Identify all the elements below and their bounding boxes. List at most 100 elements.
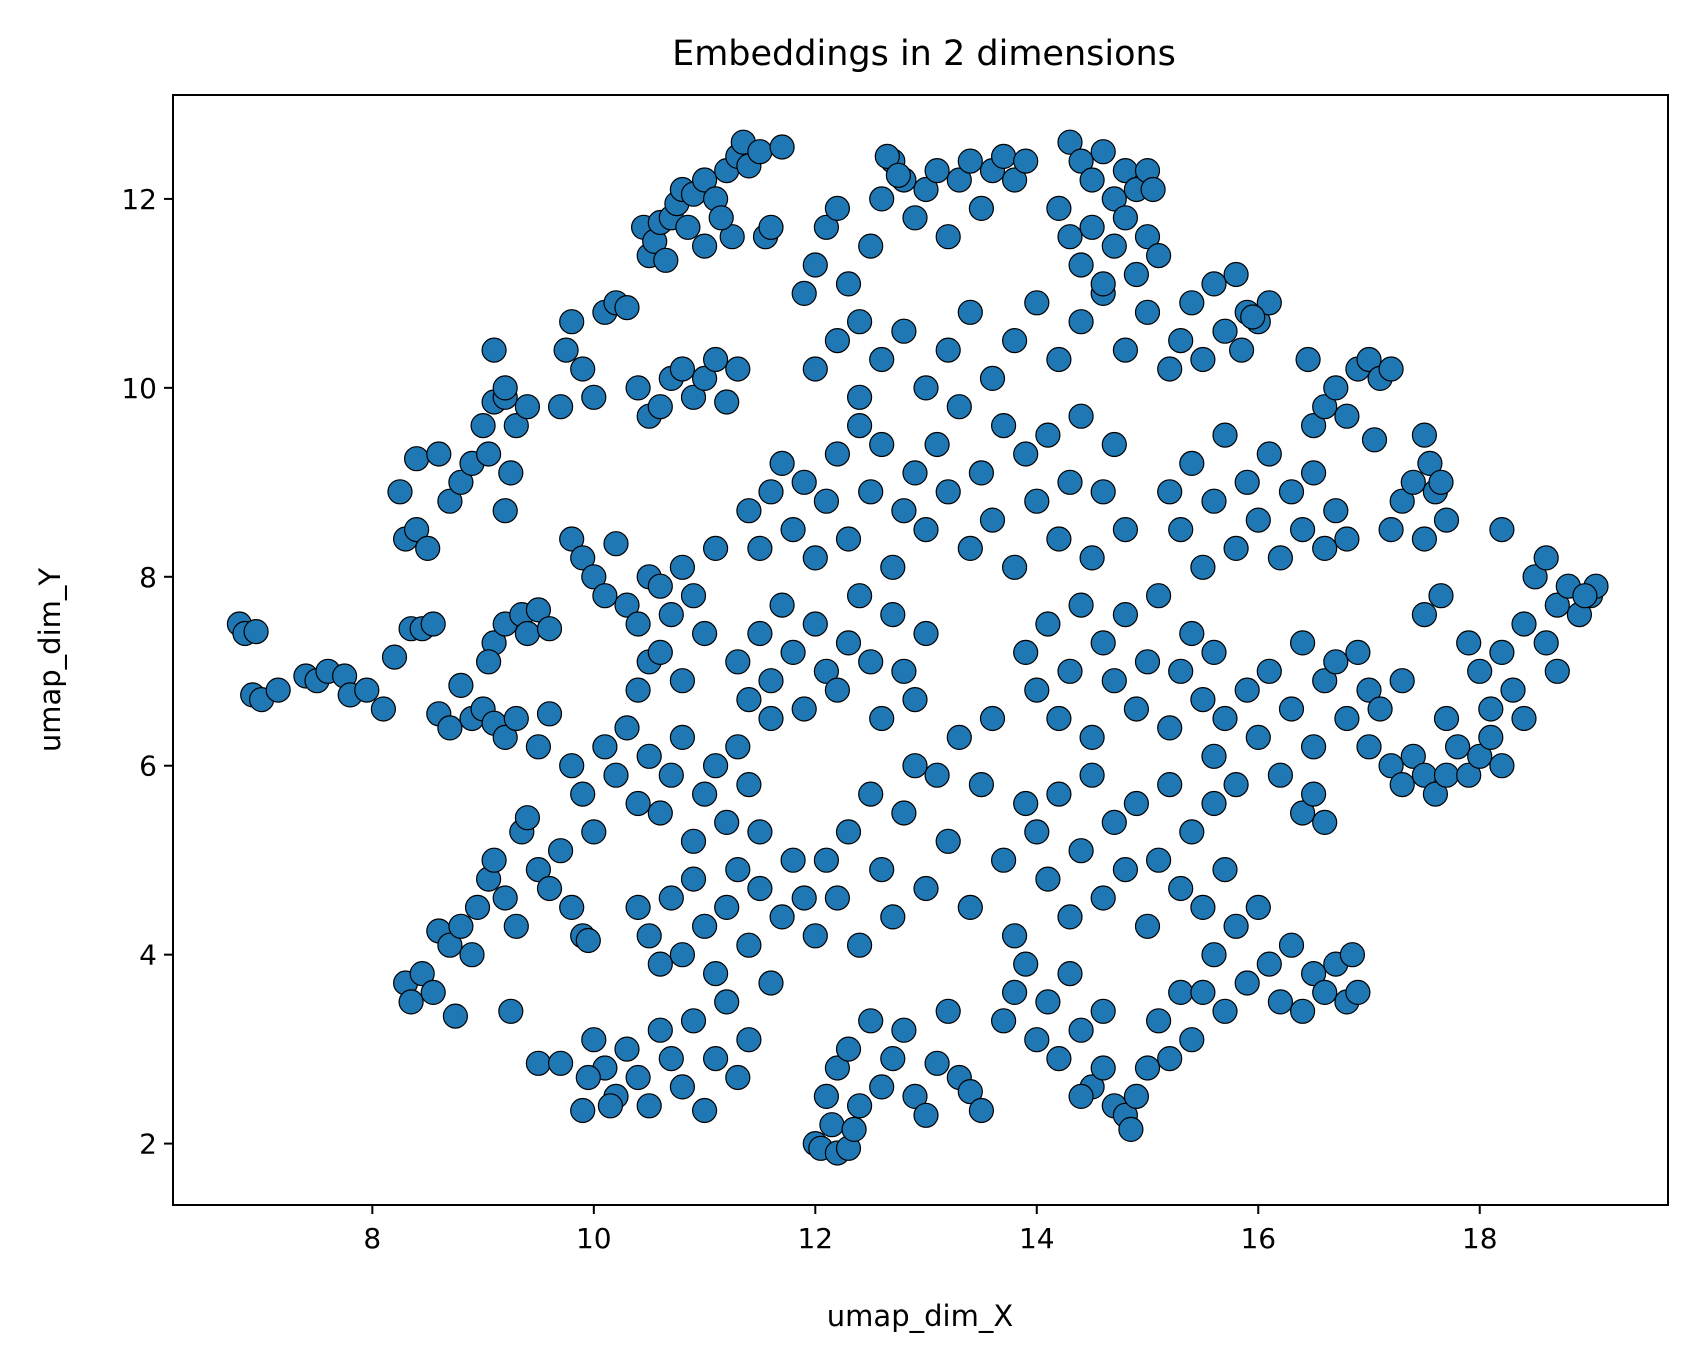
scatter-point: [891, 318, 917, 344]
scatter-point: [747, 535, 773, 562]
scatter-point: [1295, 346, 1321, 373]
scatter-point: [736, 932, 762, 958]
scatter-point: [625, 1064, 651, 1091]
scatter-point: [691, 233, 718, 259]
scatter-point: [1312, 809, 1338, 836]
scatter-point: [935, 479, 961, 505]
scatter-point: [1417, 450, 1443, 476]
scatter-point: [702, 1045, 729, 1072]
scatter-point: [1467, 658, 1493, 684]
scatter-point: [647, 394, 673, 420]
scatter-point: [675, 214, 701, 240]
scatter-point: [680, 828, 707, 854]
scatter-point: [547, 1050, 574, 1076]
scatter-point: [747, 819, 773, 845]
scatter-point: [592, 583, 618, 609]
scatter-point: [869, 346, 895, 373]
scatter-point: [625, 677, 651, 703]
scatter-point: [1068, 252, 1094, 278]
scatter-point: [869, 856, 895, 883]
scatter-point: [858, 781, 884, 807]
scatter-point: [1511, 611, 1537, 637]
scatter-point: [481, 847, 507, 873]
scatter-point: [719, 224, 745, 250]
scatter-point: [835, 526, 862, 552]
scatter-point: [1201, 488, 1227, 514]
scatter-point: [514, 805, 541, 831]
scatter-point: [1134, 224, 1161, 250]
scatter-point: [691, 365, 718, 391]
x-tick-label: 18: [1462, 1222, 1498, 1255]
scatter-point: [1024, 1027, 1050, 1053]
scatter-point: [1024, 677, 1050, 703]
scatter-point: [824, 441, 851, 467]
scatter-point: [1201, 790, 1227, 817]
scatter-point: [1201, 942, 1227, 968]
scatter-point: [1168, 979, 1194, 1006]
scatter-point: [1428, 583, 1454, 609]
scatter-point: [514, 620, 541, 647]
scatter-point: [1090, 479, 1116, 505]
scatter-point: [1544, 658, 1570, 684]
scatter-point: [869, 1074, 895, 1100]
scatter-point: [1422, 781, 1449, 807]
scatter-point: [758, 214, 784, 240]
scatter-point: [1411, 601, 1438, 628]
scatter-point: [1090, 998, 1116, 1024]
scatter-point: [1068, 309, 1094, 335]
scatter-point: [1433, 507, 1460, 533]
scatter-point: [470, 413, 496, 439]
scatter-point: [481, 337, 507, 363]
scatter-point: [1489, 639, 1515, 666]
scatter-point: [1389, 668, 1415, 694]
scatter-point: [1157, 771, 1183, 798]
scatter-point: [1267, 545, 1294, 571]
scatter-point: [824, 885, 851, 911]
scatter-point: [791, 469, 817, 495]
scatter-point: [1300, 460, 1327, 486]
scatter-point: [1134, 299, 1161, 325]
scatter-point: [1001, 554, 1028, 580]
y-tick-label: 6: [139, 750, 157, 783]
scatter-point: [846, 583, 873, 609]
scatter-point: [243, 618, 269, 645]
scatter-point: [968, 460, 995, 486]
scatter-point: [769, 592, 795, 618]
scatter-point: [1179, 1027, 1205, 1053]
scatter-point: [946, 724, 972, 751]
scatter-point: [1345, 639, 1371, 666]
scatter-point: [902, 1083, 928, 1110]
scatter-point: [625, 790, 651, 817]
scatter-point: [769, 904, 795, 930]
scatter-point: [1345, 979, 1371, 1006]
scatter-point: [924, 1050, 950, 1076]
scatter-point: [1356, 677, 1382, 703]
scatter-point: [780, 847, 806, 873]
x-axis-label: umap_dim_X: [827, 1299, 1013, 1333]
scatter-point: [835, 271, 862, 297]
scatter-point: [1411, 526, 1438, 552]
y-axis: 2 4 6 8 10 12: [121, 183, 173, 1161]
scatter-point: [1400, 469, 1426, 495]
scatter-point: [725, 649, 751, 675]
scatter-point: [553, 337, 579, 363]
scatter-point: [1101, 668, 1127, 694]
scatter-point: [1190, 554, 1216, 580]
scatter-point: [824, 1055, 851, 1081]
scatter-point: [891, 658, 917, 684]
scatter-point: [1001, 979, 1028, 1006]
scatter-point: [1057, 904, 1083, 930]
scatter-point: [647, 573, 673, 599]
scatter-point: [1223, 261, 1249, 288]
scatter-point: [1240, 304, 1266, 330]
x-tick-label: 14: [1019, 1222, 1055, 1255]
scatter-point: [1289, 630, 1316, 656]
scatter-point: [835, 1036, 862, 1062]
scatter-point: [381, 644, 408, 670]
scatter-point: [1145, 583, 1172, 609]
scatter-point: [514, 394, 541, 420]
scatter-point: [1068, 403, 1094, 429]
scatter-point: [835, 630, 862, 656]
scatter-point: [957, 148, 983, 174]
scatter-point: [464, 894, 491, 921]
